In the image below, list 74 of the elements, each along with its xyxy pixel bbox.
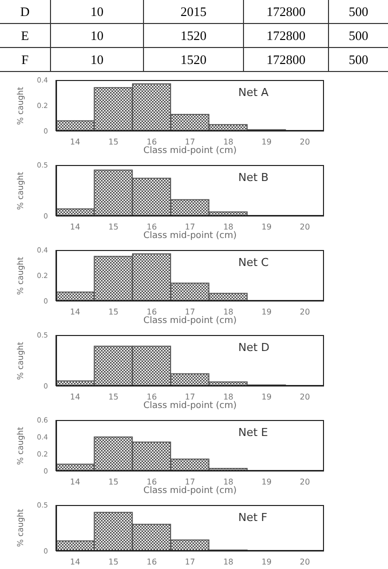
x-tick-label: 18 [223,558,234,567]
x-tick-label: 15 [108,222,119,232]
x-tick-label: 19 [261,308,272,317]
x-tick-label: 15 [108,478,119,487]
x-tick-label: 19 [261,558,272,567]
x-tick-label: 16 [146,222,157,232]
x-tick-label: 19 [261,392,272,402]
x-tick-label: 17 [184,478,196,487]
text: Net B [238,171,269,184]
y-axis-title: % caught [16,86,26,124]
x-axis-title: Class mid-point (cm) [142,145,238,157]
y-axis-title: % caught [16,509,26,547]
text: 172800 [243,24,328,47]
text: 10 [50,48,143,71]
x-tick-label: 14 [70,138,80,147]
text: Net C [238,256,269,269]
text: 500 [328,0,388,23]
x-axis-title: Class mid-point (cm) [142,230,238,242]
x-tick-label: 17 [184,138,196,147]
text: 500 [328,24,388,47]
x-tick-label: 17 [184,392,196,402]
text: 1520 [143,48,243,71]
x-tick-label: 14 [70,308,80,317]
x-tick-label: 20 [300,478,310,487]
x-tick-label: 18 [223,308,234,317]
x-tick-label: 20 [300,558,310,567]
x-axis-title: Class mid-point (cm) [142,485,238,497]
text: 10 [50,24,143,47]
text: Net F [238,511,268,524]
x-tick-label: 16 [146,308,157,317]
text: 172800 [243,48,328,71]
x-tick-label: 16 [146,138,157,147]
x-tick-label: 16 [146,478,157,487]
text: 172800 [243,0,328,23]
x-tick-label: 15 [108,558,119,567]
text: F [20,50,30,68]
x-tick-label: 15 [108,392,119,402]
x-tick-label: 15 [108,308,119,317]
x-tick-label: 18 [223,392,234,402]
text: D [19,2,31,20]
x-axis-title: Class mid-point (cm) [142,315,238,327]
x-tick-label: 17 [184,222,196,232]
x-tick-label: 18 [223,138,234,147]
x-tick-label: 19 [261,222,272,232]
x-tick-label: 20 [300,222,310,232]
text: 1520 [143,24,243,47]
x-tick-label: 17 [184,558,196,567]
x-tick-label: 14 [70,478,80,487]
text: 2015 [143,0,243,23]
text: 10 [50,0,143,23]
text: Net A [238,86,269,99]
x-tick-label: 20 [300,392,310,402]
x-tick-label: 18 [223,222,234,232]
x-tick-label: 16 [146,558,157,567]
text: Net E [238,426,268,439]
x-tick-label: 17 [184,308,196,317]
y-axis-title: % caught [16,342,26,380]
x-tick-label: 18 [223,478,234,487]
x-tick-label: 14 [70,558,80,567]
x-tick-label: 16 [146,392,157,402]
text: Net D [238,341,270,354]
x-tick-label: 19 [261,478,272,487]
y-axis-title: % caught [16,256,26,294]
x-tick-label: 15 [108,138,119,147]
x-tick-label: 20 [300,138,310,147]
y-axis-title: % caught [16,172,26,210]
x-axis-title: Class mid-point (cm) [142,400,238,412]
y-axis-title: % caught [16,426,26,464]
x-tick-label: 20 [300,308,310,317]
x-tick-label: 19 [261,138,272,147]
text: E [20,26,30,44]
x-tick-label: 14 [70,222,80,232]
text: 500 [328,48,388,71]
x-tick-label: 14 [70,392,80,402]
